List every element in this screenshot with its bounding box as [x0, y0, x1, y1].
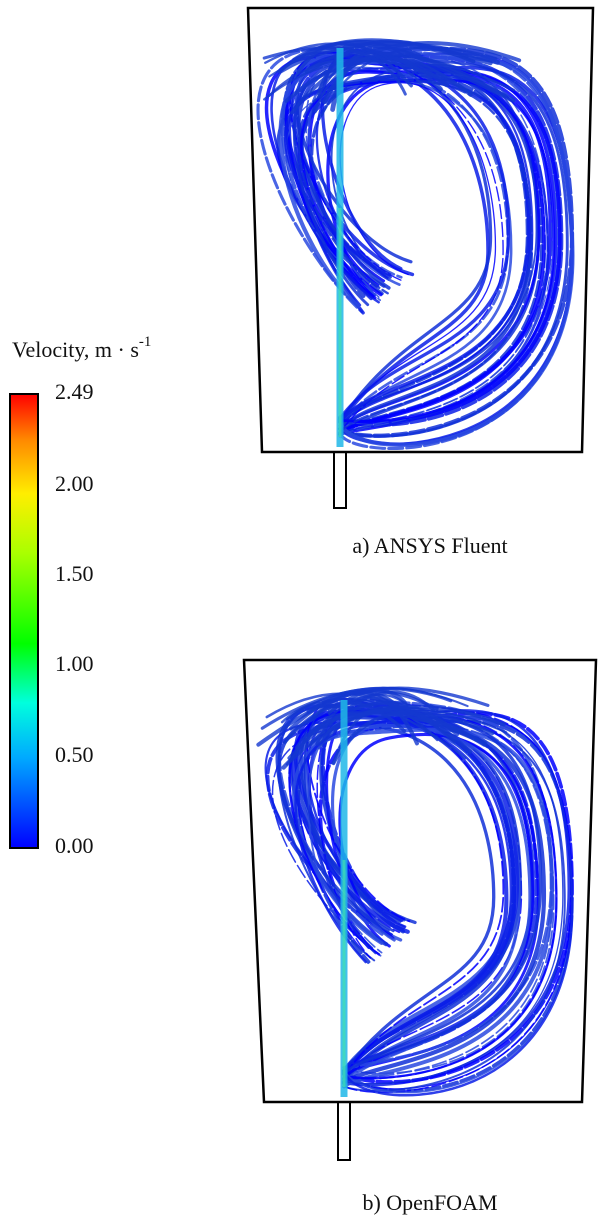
streamline	[288, 709, 558, 1080]
streamline	[295, 54, 493, 425]
streamline	[277, 699, 553, 1072]
streamline	[256, 688, 407, 747]
streamline	[262, 46, 407, 96]
colorbar-ticks: 2.49 2.00 1.50 1.00 0.50 0.00	[55, 379, 94, 858]
streamline	[292, 59, 569, 438]
streamline	[294, 709, 574, 1097]
streamline	[320, 49, 511, 421]
streamline	[318, 711, 574, 1084]
streamline	[285, 73, 553, 437]
legend-title: Velocity, m · s-1	[12, 334, 151, 362]
streamline	[315, 708, 487, 747]
inlet-pipe	[337, 1101, 351, 1161]
colorbar-tick-label: 0.50	[55, 742, 94, 767]
streamline	[284, 78, 531, 424]
streamline	[291, 39, 493, 66]
streamline	[285, 693, 409, 766]
streamline	[316, 698, 572, 1094]
colorbar-tick-label: 1.00	[55, 651, 94, 676]
streamline	[289, 51, 504, 434]
colorbar-tick-label: 2.49	[55, 379, 94, 404]
panel-a: a) ANSYS Fluent	[246, 6, 595, 558]
colorbar-tick-label: 0.00	[55, 833, 94, 858]
legend-superscript: -1	[139, 334, 152, 350]
streamline	[307, 713, 573, 1094]
streamline	[290, 41, 522, 115]
colorbar	[9, 393, 39, 849]
colorbar-tick-label: 2.00	[55, 471, 94, 496]
streamline	[297, 78, 534, 433]
colorbar-tick-label: 1.50	[55, 561, 94, 586]
streamline	[297, 59, 532, 431]
panel-caption: a) ANSYS Fluent	[352, 533, 507, 558]
inlet-pipe	[333, 451, 347, 509]
panel-caption: b) OpenFOAM	[362, 1190, 497, 1215]
legend-title-text: Velocity, m · s	[12, 337, 139, 362]
streamline	[315, 66, 534, 427]
panel-b: b) OpenFOAM	[242, 658, 598, 1215]
streamline	[278, 56, 575, 447]
streamline	[277, 711, 543, 1076]
streamline	[280, 698, 467, 760]
